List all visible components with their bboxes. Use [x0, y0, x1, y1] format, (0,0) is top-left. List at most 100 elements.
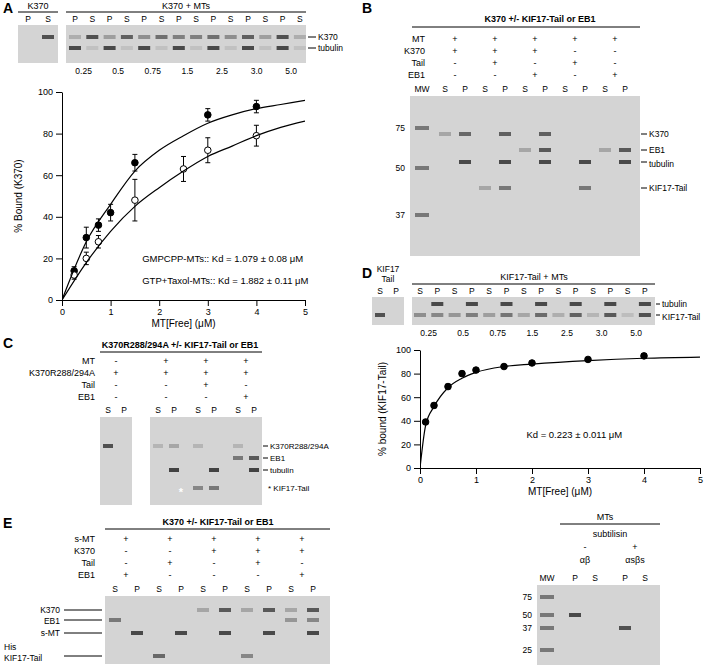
- band: [499, 160, 511, 164]
- x-tick: 3: [586, 468, 591, 485]
- y-axis-title: % bound (KIF17-Tail): [377, 362, 388, 456]
- annotation: GMPCPP-MTs:: Kd = 1.079 ± 0.08 μM: [142, 253, 303, 264]
- lane-label: P: [141, 14, 147, 24]
- x-tick-label: 2: [530, 475, 535, 485]
- fit-line: [62, 121, 305, 300]
- gel: [18, 25, 58, 63]
- sign: -: [301, 558, 304, 568]
- band: [138, 35, 150, 39]
- band: [233, 456, 243, 460]
- band: [579, 186, 591, 190]
- sign: +: [123, 534, 128, 544]
- gel: [66, 25, 306, 63]
- band: [190, 46, 202, 50]
- band-label: tubulin: [318, 43, 343, 53]
- concentration: 0.75: [490, 328, 507, 338]
- mw-value: 37: [523, 623, 533, 633]
- concentration: 0.5: [112, 66, 124, 76]
- band: [431, 302, 443, 306]
- y-tick-mark: [56, 300, 62, 301]
- lane-label: S: [602, 84, 608, 94]
- x-tick-label: 5: [303, 307, 308, 317]
- y-tick-label: 80: [43, 129, 53, 139]
- y-tick-label: 80: [401, 369, 411, 379]
- arrow: [64, 610, 102, 611]
- y-axis-line: [420, 351, 421, 469]
- band: [86, 46, 98, 50]
- sign: +: [203, 368, 208, 378]
- band: [539, 132, 551, 136]
- row-label: EB1: [408, 70, 425, 80]
- sign: +: [167, 558, 172, 568]
- chart: 012345020406080100MT[Free] (μM)% Bound (…: [13, 87, 309, 329]
- error-bar-line: [108, 220, 113, 221]
- x-tick-mark: [208, 300, 209, 306]
- sign: +: [243, 356, 248, 366]
- concentration: 0.75: [145, 66, 162, 76]
- band: [375, 313, 385, 317]
- band: [86, 35, 98, 39]
- panel-b: BK370 +/- KIF17-Tail or EB1MT+++++K370++…: [362, 0, 687, 256]
- rule: [412, 284, 655, 285]
- rule: [105, 529, 330, 530]
- x-tick-mark: [700, 468, 701, 474]
- band: [104, 35, 116, 39]
- band: [619, 626, 631, 630]
- sign: +: [612, 34, 617, 44]
- lane-label: S: [592, 573, 598, 583]
- lane-label: S: [486, 286, 492, 296]
- y-tick: 40: [43, 212, 62, 222]
- y-tick-mark: [414, 444, 420, 445]
- panel-e: EK370 +/- KIF17-Tail or EB1s-MT+++++K370…: [3, 512, 660, 665]
- lane-label: P: [469, 286, 475, 296]
- band: [501, 302, 513, 306]
- rule: [412, 27, 640, 28]
- sign: -: [165, 392, 168, 402]
- band: [209, 486, 219, 490]
- arrow: [656, 315, 660, 316]
- band: [459, 160, 471, 164]
- sign: +: [123, 570, 128, 580]
- mw-value: 37: [396, 210, 406, 220]
- x-tick: 4: [642, 468, 647, 485]
- x-tick: 1: [109, 300, 114, 317]
- sign: -: [584, 542, 587, 552]
- lane-label: P: [573, 286, 579, 296]
- error-bar-line: [132, 154, 137, 155]
- sign: -: [125, 558, 128, 568]
- band: [466, 302, 478, 306]
- y-axis-line: [62, 93, 63, 301]
- x-tick: 5: [303, 300, 308, 317]
- x-tick: 1: [474, 468, 479, 485]
- lane-label: P: [607, 286, 613, 296]
- panel-letter: B: [362, 0, 372, 16]
- plot-area: [62, 100, 305, 300]
- y-axis-title: % Bound (K370): [13, 159, 24, 232]
- band: [307, 631, 319, 635]
- arrow: [641, 150, 647, 151]
- band-label: His: [4, 642, 16, 652]
- gel-title: MTs: [597, 512, 614, 522]
- band: [415, 166, 429, 170]
- band: [540, 626, 554, 630]
- mw-value: 50: [396, 163, 406, 173]
- concentration: 1.5: [526, 328, 538, 338]
- error-bar: [181, 156, 186, 181]
- concentration: 2.5: [216, 66, 228, 76]
- data-point: [132, 159, 139, 166]
- lane-label: S: [124, 14, 130, 24]
- sign: -: [125, 546, 128, 556]
- band: [169, 444, 179, 448]
- lane-label: S: [417, 286, 423, 296]
- rule: [66, 12, 306, 13]
- annotation: Kd = 0.223 ± 0.011 μM: [526, 429, 622, 440]
- row-label: Tail: [411, 58, 425, 68]
- lane-label: S: [521, 286, 527, 296]
- band-label: tubulin: [662, 299, 687, 309]
- arrow: [641, 188, 647, 189]
- error-bar: [460, 371, 465, 376]
- error-bar: [642, 354, 647, 359]
- x-tick: 3: [206, 300, 211, 317]
- sign: -: [257, 570, 260, 580]
- arrow: [64, 656, 102, 657]
